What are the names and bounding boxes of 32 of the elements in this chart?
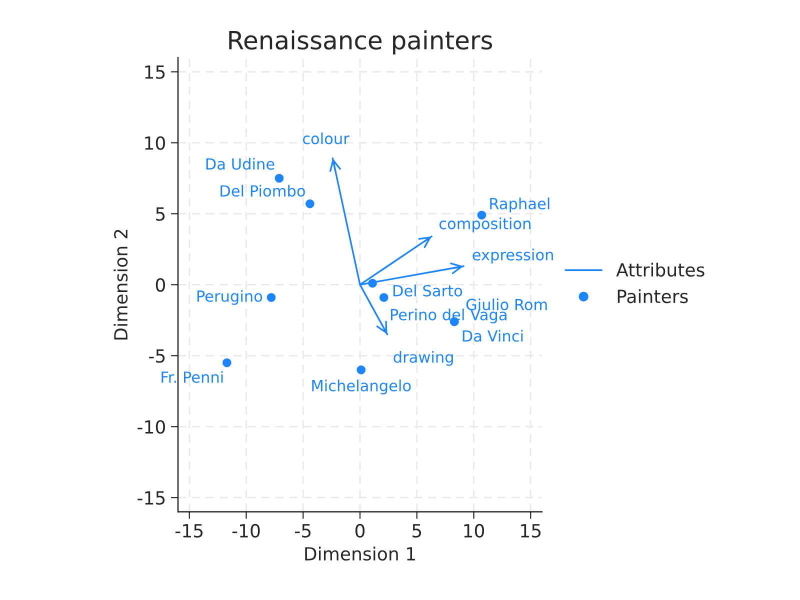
x-tick-label: 10 — [464, 524, 484, 538]
annotation: Del Piombo — [220, 184, 305, 197]
y-tick-label: 15 — [145, 65, 165, 79]
annotation: drawing — [394, 351, 453, 366]
x-tick-label: -5 — [295, 524, 311, 538]
annotation: Del Sarto — [393, 284, 462, 296]
annotation: Giulio Rom — [466, 298, 547, 310]
annotation: Perugino — [197, 290, 262, 305]
annotation: Fr. Penni — [162, 371, 223, 383]
annotation: Da Udine — [206, 158, 274, 170]
annotation: Raphael — [490, 198, 550, 212]
y-tick-label: 5 — [156, 207, 165, 221]
annotation: Michelangelo — [312, 380, 411, 394]
annotation: Da Vinci — [462, 330, 523, 342]
x-tick-label: 0 — [355, 524, 365, 538]
annotation: colour — [302, 132, 350, 144]
legend-label: Attributes — [616, 262, 704, 277]
y-tick-label: 10 — [145, 136, 165, 150]
y-tick-label: -15 — [138, 491, 165, 505]
x-axis-title: Dimension 1 — [305, 546, 415, 561]
annotation: expression — [472, 248, 553, 264]
x-tick-label: -10 — [232, 524, 260, 538]
y-tick-label: -5 — [149, 349, 165, 363]
y-axis-title: Dimension 2 — [114, 230, 128, 340]
y-tick-label: 0 — [156, 278, 165, 292]
legend-label: Painters — [618, 289, 688, 304]
x-tick-label: 5 — [412, 524, 422, 538]
y-tick-label: -10 — [138, 420, 165, 434]
x-tick-label: -15 — [176, 524, 203, 538]
annotation: composition — [439, 217, 530, 232]
x-tick-label: 15 — [521, 524, 541, 538]
chart-title: Renaissance painters — [229, 30, 492, 54]
